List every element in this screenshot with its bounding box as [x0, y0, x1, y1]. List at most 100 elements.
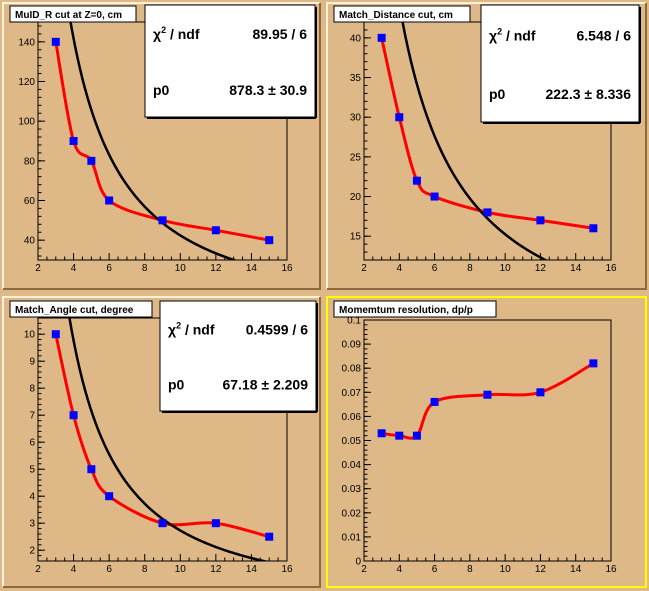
data-point: [430, 397, 439, 406]
stats-box: χ2 / ndf 89.95 / 6 p0 878.3 ± 30.9: [144, 4, 317, 119]
p0-label: p0: [168, 377, 185, 393]
chart-panel-4: 2 4 6 8 10 12 14 16 0 0.01 0.02 0.03 0.04 0.05 0.06 0.0…: [326, 296, 647, 588]
data-point: [483, 208, 492, 217]
y-tick-label: 7: [29, 411, 35, 422]
x-tick-label: 10: [500, 263, 512, 274]
x-tick-label: 10: [175, 564, 187, 575]
chart-panel-2: 2 4 6 8 10 12 14 16 15 20 25 30 35 40 Match_Distance c…: [326, 2, 647, 290]
y-tick-label: 40: [24, 236, 36, 247]
x-tick-label: 8: [467, 263, 473, 274]
y-tick-label: 0.02: [342, 508, 362, 519]
data-point: [430, 192, 439, 201]
chi2-value: 6.548 / 6: [577, 28, 632, 44]
p0-value: 67.18 ± 2.209: [222, 377, 308, 393]
x-tick-label: 2: [361, 564, 367, 575]
data-point: [87, 156, 96, 165]
y-tick-label: 25: [350, 152, 362, 163]
data-point: [69, 137, 78, 145]
x-tick-label: 8: [142, 564, 148, 575]
y-tick-label: 5: [29, 465, 35, 476]
data-point: [395, 431, 404, 440]
stats-box: χ2 / ndf 6.548 / 6 p0 222.3 ± 8.336: [480, 4, 641, 124]
y-tick-label: 6: [29, 438, 35, 449]
data-point: [589, 224, 598, 233]
p0-value: 878.3 ± 30.9: [229, 82, 307, 98]
x-tick-label: 2: [361, 263, 367, 274]
x-tick-label: 12: [210, 263, 222, 274]
chart-title: Match_Angle cut, degree: [15, 305, 134, 316]
y-tick-label: 0.09: [342, 340, 362, 351]
x-tick-label: 2: [35, 564, 41, 575]
x-tick-label: 16: [281, 263, 293, 274]
y-tick-label: 4: [29, 492, 35, 503]
y-tick-label: 0.08: [342, 364, 362, 375]
x-tick-label: 6: [432, 564, 438, 575]
stats-box: χ2 / ndf 0.4599 / 6 p0 67.18 ± 2.209: [159, 300, 318, 413]
data-point: [395, 113, 404, 122]
data-point: [412, 431, 421, 440]
data-point: [265, 236, 274, 245]
y-tick-label: 8: [29, 384, 35, 395]
data-point: [105, 492, 114, 501]
chi2-label: χ2 / ndf: [153, 25, 200, 42]
title-box: [9, 300, 153, 318]
fit-curve: [401, 22, 549, 260]
y-tick-label: 15: [350, 232, 362, 243]
x-tick-label: 16: [281, 564, 293, 575]
y-tick-label: 0.1: [347, 316, 361, 327]
chart-title: Momemtum resolution, dp/p: [339, 305, 473, 316]
data-point: [265, 532, 274, 541]
y-tick-label: 0.05: [342, 436, 362, 447]
x-tick-label: 6: [106, 564, 112, 575]
data-point: [536, 216, 545, 225]
x-tick-label: 4: [397, 263, 403, 274]
y-tick-label: 9: [29, 357, 35, 368]
x-tick-label: 16: [605, 263, 617, 274]
chart-panel-3: 2 4 6 8 10 12 14 16 2 3 4 5 6 7 8 9 10 Match_Angle cut, d…: [2, 296, 321, 588]
data-point: [377, 33, 386, 42]
plot-frame: [363, 319, 612, 562]
x-tick-label: 14: [570, 564, 582, 575]
x-tick-label: 8: [142, 263, 148, 274]
chi2-label: χ2 / ndf: [489, 27, 536, 44]
p0-value: 222.3 ± 8.336: [545, 86, 631, 102]
x-tick-label: 4: [71, 564, 77, 575]
x-tick-label: 16: [605, 564, 617, 575]
y-tick-label: 0.04: [342, 460, 362, 471]
data-point: [87, 465, 96, 474]
y-tick-label: 30: [350, 113, 362, 124]
y-tick-label: 35: [350, 73, 362, 84]
data-point: [589, 359, 598, 368]
data-point: [412, 176, 421, 185]
x-tick-label: 10: [500, 564, 512, 575]
y-tick-label: 0.07: [342, 388, 362, 399]
data-point: [158, 519, 167, 528]
data-point: [69, 411, 78, 420]
data-point: [536, 388, 545, 397]
pad-highlight-border: [326, 296, 647, 588]
x-tick-label: 2: [35, 263, 41, 274]
data-point: [158, 216, 167, 225]
data-point: [105, 196, 114, 205]
x-tick-label: 12: [535, 263, 547, 274]
y-tick-label: 0: [355, 557, 361, 568]
y-tick-label: 80: [24, 156, 36, 167]
y-tick-label: 40: [350, 33, 362, 44]
x-tick-label: 4: [71, 263, 77, 274]
data-point: [377, 429, 386, 438]
p0-label: p0: [153, 82, 170, 98]
title-box: [333, 5, 471, 23]
fit-curve: [68, 318, 270, 561]
y-tick-label: 100: [18, 117, 35, 128]
title-box: [9, 5, 137, 23]
data-point: [483, 390, 492, 399]
x-tick-label: 8: [467, 564, 473, 575]
data-point: [211, 226, 220, 235]
x-tick-label: 12: [210, 564, 222, 575]
y-tick-label: 2: [29, 546, 35, 557]
chi2-value: 0.4599 / 6: [246, 322, 308, 338]
chart-title: Match_Distance cut, cm: [339, 10, 453, 21]
y-tick-label: 3: [29, 519, 35, 530]
